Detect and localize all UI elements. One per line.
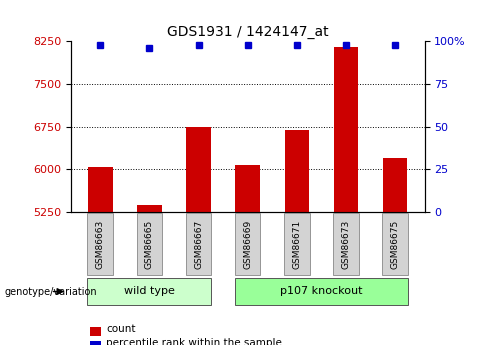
Bar: [88, 167, 113, 212]
Bar: [87, 277, 211, 306]
Bar: [137, 205, 162, 212]
Text: GSM86671: GSM86671: [292, 219, 301, 269]
Bar: [235, 277, 408, 306]
Bar: [87, 214, 113, 275]
Bar: [383, 158, 407, 212]
Text: GSM86663: GSM86663: [96, 219, 105, 269]
Bar: [186, 214, 211, 275]
Bar: [235, 165, 260, 212]
Bar: [382, 214, 408, 275]
Text: percentile rank within the sample: percentile rank within the sample: [106, 338, 282, 345]
Text: p107 knockout: p107 knockout: [280, 286, 363, 296]
Title: GDS1931 / 1424147_at: GDS1931 / 1424147_at: [167, 25, 328, 39]
Bar: [186, 127, 211, 212]
Bar: [284, 214, 309, 275]
Text: GSM86667: GSM86667: [194, 219, 203, 269]
Text: genotype/variation: genotype/variation: [5, 287, 98, 296]
Text: GSM86665: GSM86665: [145, 219, 154, 269]
Text: GSM86673: GSM86673: [342, 219, 350, 269]
Bar: [333, 214, 359, 275]
Bar: [137, 214, 162, 275]
Text: GSM86669: GSM86669: [243, 219, 252, 269]
Text: count: count: [106, 325, 135, 334]
Bar: [235, 214, 261, 275]
Text: GSM86675: GSM86675: [390, 219, 400, 269]
Text: wild type: wild type: [124, 286, 175, 296]
Bar: [334, 47, 358, 212]
Bar: [285, 130, 309, 212]
